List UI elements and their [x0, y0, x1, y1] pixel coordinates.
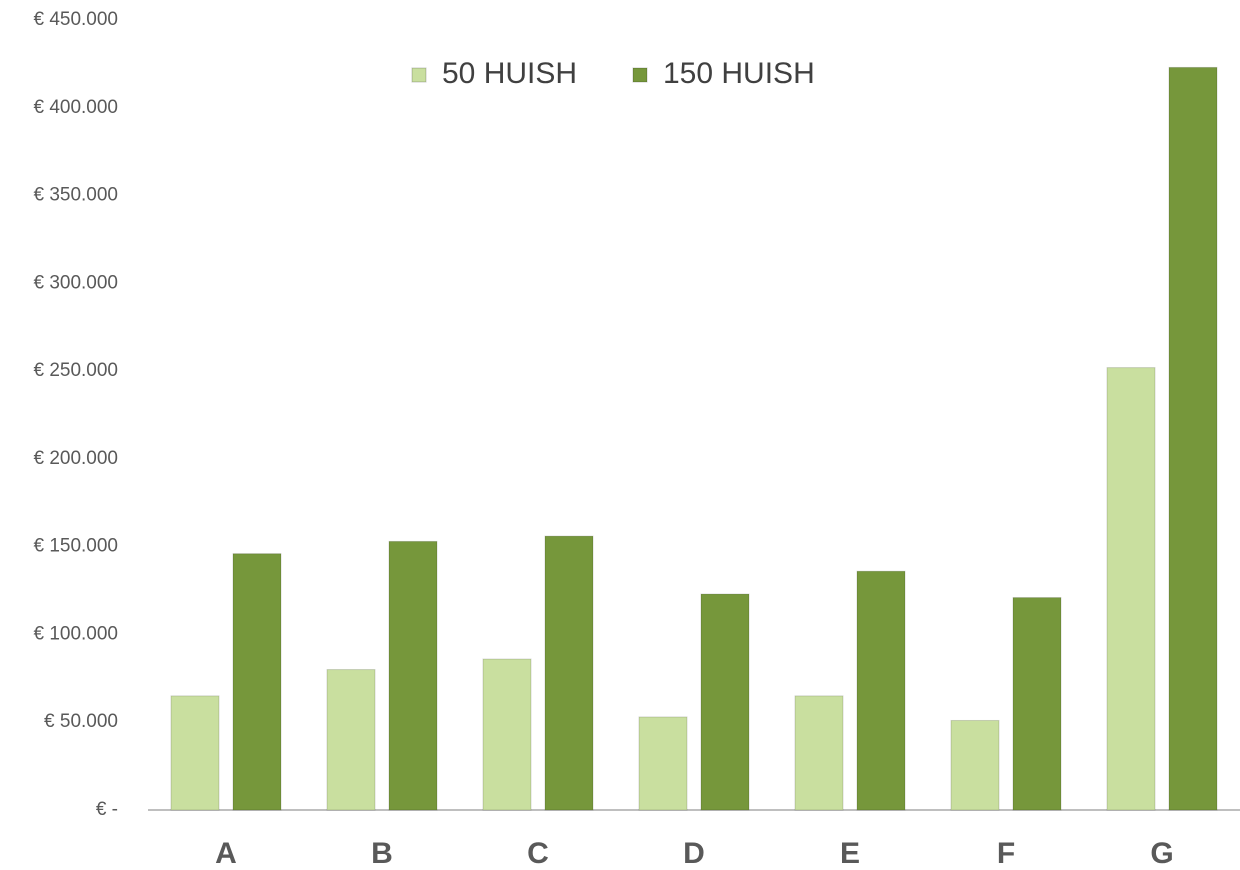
y-tick-label: € -	[96, 799, 118, 820]
y-tick-label: € 50.000	[44, 711, 118, 732]
legend-swatch	[632, 67, 648, 83]
bar	[794, 695, 844, 811]
y-tick-label: € 300.000	[33, 272, 118, 293]
x-tick-label: A	[215, 837, 237, 870]
legend-label: 150 HUISH	[663, 57, 815, 90]
bar	[1168, 66, 1218, 811]
bar	[1012, 597, 1062, 811]
bar	[544, 535, 594, 811]
bar	[638, 716, 688, 811]
y-tick-label: € 400.000	[33, 97, 118, 118]
bar	[950, 719, 1000, 811]
legend-label: 50 HUISH	[442, 57, 577, 90]
x-tick-label: E	[840, 837, 860, 870]
x-tick-label: D	[683, 837, 705, 870]
bar	[388, 540, 438, 811]
y-tick-label: € 150.000	[33, 536, 118, 557]
bar	[482, 658, 532, 811]
bar	[856, 570, 906, 811]
legend-swatch	[411, 67, 427, 83]
x-tick-label: F	[997, 837, 1015, 870]
bar	[232, 553, 282, 811]
bar	[170, 695, 220, 811]
y-tick-label: € 100.000	[33, 623, 118, 644]
x-tick-label: G	[1150, 837, 1173, 870]
y-tick-label: € 200.000	[33, 448, 118, 469]
bar	[1106, 367, 1156, 811]
bar	[700, 593, 750, 811]
y-tick-label: € 350.000	[33, 185, 118, 206]
y-tick-label: € 250.000	[33, 360, 118, 381]
bar	[326, 669, 376, 811]
y-tick-label: € 450.000	[33, 9, 118, 30]
x-tick-label: B	[371, 837, 393, 870]
x-tick-label: C	[527, 837, 549, 870]
